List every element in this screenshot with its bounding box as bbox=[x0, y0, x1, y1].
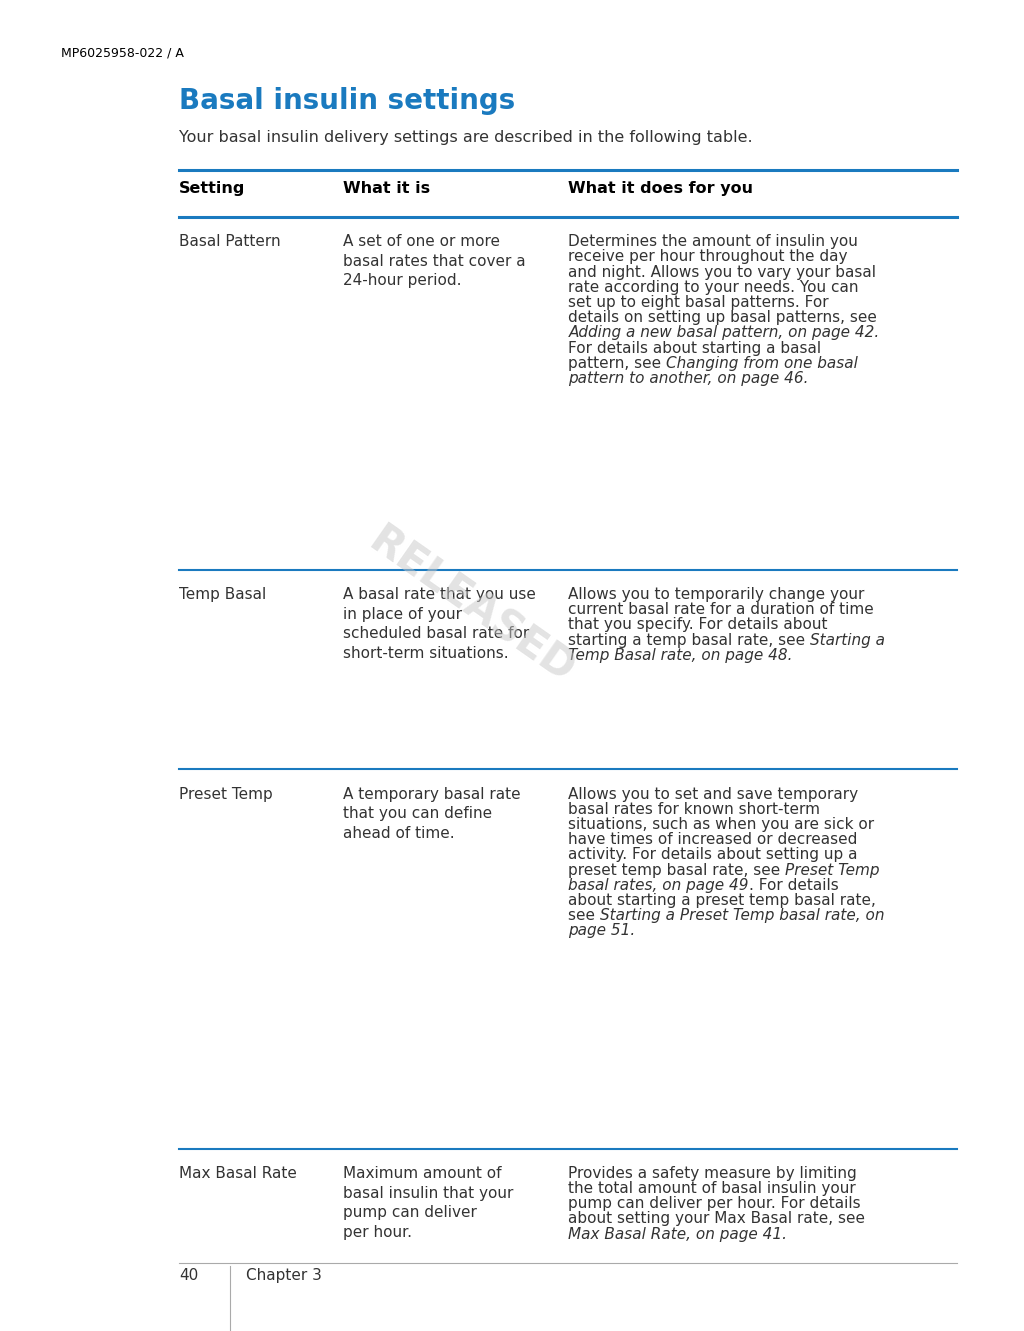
Text: RELEASED: RELEASED bbox=[360, 519, 582, 692]
Text: preset temp basal rate, see: preset temp basal rate, see bbox=[568, 862, 785, 877]
Text: see: see bbox=[568, 908, 600, 924]
Text: page 51.: page 51. bbox=[568, 924, 636, 938]
Text: details on setting up basal patterns, see: details on setting up basal patterns, se… bbox=[568, 310, 878, 325]
Text: For details about starting a basal: For details about starting a basal bbox=[568, 341, 821, 355]
Text: current basal rate for a duration of time: current basal rate for a duration of tim… bbox=[568, 602, 874, 618]
Text: Determines the amount of insulin you: Determines the amount of insulin you bbox=[568, 234, 858, 249]
Text: Preset Temp: Preset Temp bbox=[179, 787, 273, 801]
Text: A set of one or more
basal rates that cover a
24-hour period.: A set of one or more basal rates that co… bbox=[343, 234, 525, 289]
Text: Basal insulin settings: Basal insulin settings bbox=[179, 87, 515, 114]
Text: basal rates, on page 49: basal rates, on page 49 bbox=[568, 877, 749, 893]
Text: activity. For details about setting up a: activity. For details about setting up a bbox=[568, 848, 858, 862]
Text: about starting a preset temp basal rate,: about starting a preset temp basal rate, bbox=[568, 893, 877, 908]
Text: Allows you to set and save temporary: Allows you to set and save temporary bbox=[568, 787, 858, 801]
Text: 40: 40 bbox=[179, 1268, 199, 1283]
Text: Changing from one basal: Changing from one basal bbox=[667, 355, 858, 371]
Text: pump can deliver per hour. For details: pump can deliver per hour. For details bbox=[568, 1197, 861, 1211]
Text: Preset Temp: Preset Temp bbox=[785, 862, 880, 877]
Text: MP6025958-022 / A: MP6025958-022 / A bbox=[61, 47, 184, 60]
Text: Starting a Preset Temp basal rate, on: Starting a Preset Temp basal rate, on bbox=[600, 908, 885, 924]
Text: Chapter 3: Chapter 3 bbox=[246, 1268, 322, 1283]
Text: A temporary basal rate
that you can define
ahead of time.: A temporary basal rate that you can defi… bbox=[343, 787, 520, 841]
Text: A basal rate that you use
in place of your
scheduled basal rate for
short-term s: A basal rate that you use in place of yo… bbox=[343, 587, 536, 660]
Text: and night. Allows you to vary your basal: and night. Allows you to vary your basal bbox=[568, 265, 877, 280]
Text: basal rates for known short-term: basal rates for known short-term bbox=[568, 801, 820, 817]
Text: What it does for you: What it does for you bbox=[568, 181, 754, 196]
Text: Provides a safety measure by limiting: Provides a safety measure by limiting bbox=[568, 1166, 857, 1181]
Text: that you specify. For details about: that you specify. For details about bbox=[568, 618, 827, 632]
Text: Your basal insulin delivery settings are described in the following table.: Your basal insulin delivery settings are… bbox=[179, 130, 753, 145]
Text: Starting a: Starting a bbox=[810, 632, 886, 647]
Text: Temp Basal rate, on page 48.: Temp Basal rate, on page 48. bbox=[568, 648, 793, 663]
Text: Basal Pattern: Basal Pattern bbox=[179, 234, 281, 249]
Text: receive per hour throughout the day: receive per hour throughout the day bbox=[568, 249, 848, 265]
Text: Setting: Setting bbox=[179, 181, 246, 196]
Text: the total amount of basal insulin your: the total amount of basal insulin your bbox=[568, 1181, 856, 1197]
Text: pattern, see: pattern, see bbox=[568, 355, 667, 371]
Text: pattern to another, on page 46.: pattern to another, on page 46. bbox=[568, 371, 809, 386]
Text: starting a temp basal rate, see: starting a temp basal rate, see bbox=[568, 632, 810, 647]
Text: Maximum amount of
basal insulin that your
pump can deliver
per hour.: Maximum amount of basal insulin that you… bbox=[343, 1166, 513, 1239]
Text: situations, such as when you are sick or: situations, such as when you are sick or bbox=[568, 817, 874, 832]
Text: Adding a new basal pattern, on page 42.: Adding a new basal pattern, on page 42. bbox=[568, 325, 880, 341]
Text: Max Basal Rate: Max Basal Rate bbox=[179, 1166, 297, 1181]
Text: What it is: What it is bbox=[343, 181, 430, 196]
Text: Max Basal Rate, on page 41.: Max Basal Rate, on page 41. bbox=[568, 1227, 787, 1242]
Text: . For details: . For details bbox=[749, 877, 839, 893]
Text: have times of increased or decreased: have times of increased or decreased bbox=[568, 832, 858, 847]
Text: about setting your Max Basal rate, see: about setting your Max Basal rate, see bbox=[568, 1211, 865, 1226]
Text: rate according to your needs. You can: rate according to your needs. You can bbox=[568, 280, 859, 294]
Text: Allows you to temporarily change your: Allows you to temporarily change your bbox=[568, 587, 864, 602]
Text: set up to eight basal patterns. For: set up to eight basal patterns. For bbox=[568, 295, 829, 310]
Text: Temp Basal: Temp Basal bbox=[179, 587, 266, 602]
